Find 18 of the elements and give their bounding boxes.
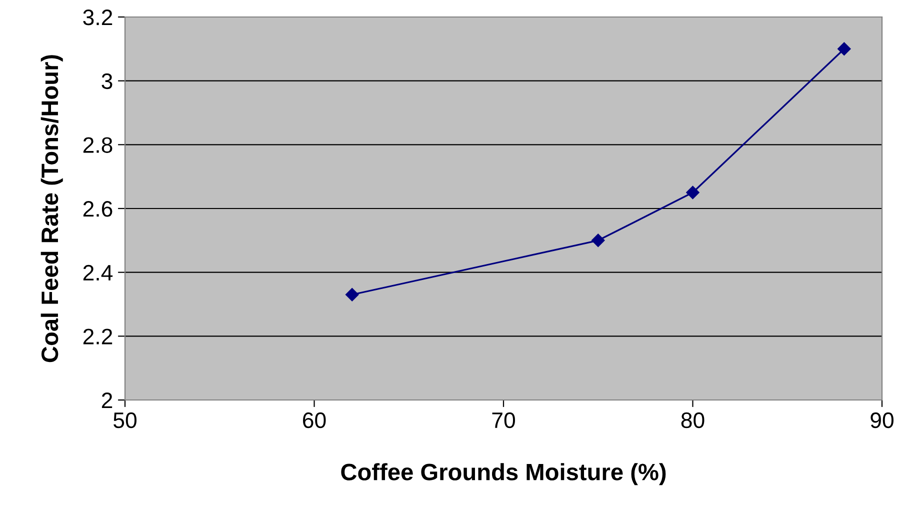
y-tick-label: 2.4 bbox=[83, 264, 113, 280]
point bbox=[592, 234, 605, 248]
point bbox=[838, 42, 851, 56]
y-tick-label: 2 bbox=[102, 392, 112, 408]
x-axis-title: Coffee Grounds Moisture (%) bbox=[341, 463, 666, 486]
point bbox=[686, 186, 700, 200]
y-tick-label: 2.2 bbox=[83, 328, 112, 344]
x-tick-label: 70 bbox=[492, 412, 515, 428]
x-tick-label: 60 bbox=[303, 412, 326, 428]
x-tick-label: 50 bbox=[114, 412, 136, 428]
x-tick-label: 90 bbox=[870, 412, 894, 428]
point bbox=[346, 288, 359, 302]
y-tick-label: 3 bbox=[102, 73, 112, 90]
y-tick-label: 2.6 bbox=[83, 201, 112, 217]
y-tick-label: 3.2 bbox=[83, 10, 112, 26]
y-tick-label: 2.8 bbox=[83, 137, 112, 153]
y-axis-title: Coal Feed Rate (Tons/Hour) bbox=[40, 55, 63, 362]
x-tick-label: 80 bbox=[681, 412, 704, 428]
